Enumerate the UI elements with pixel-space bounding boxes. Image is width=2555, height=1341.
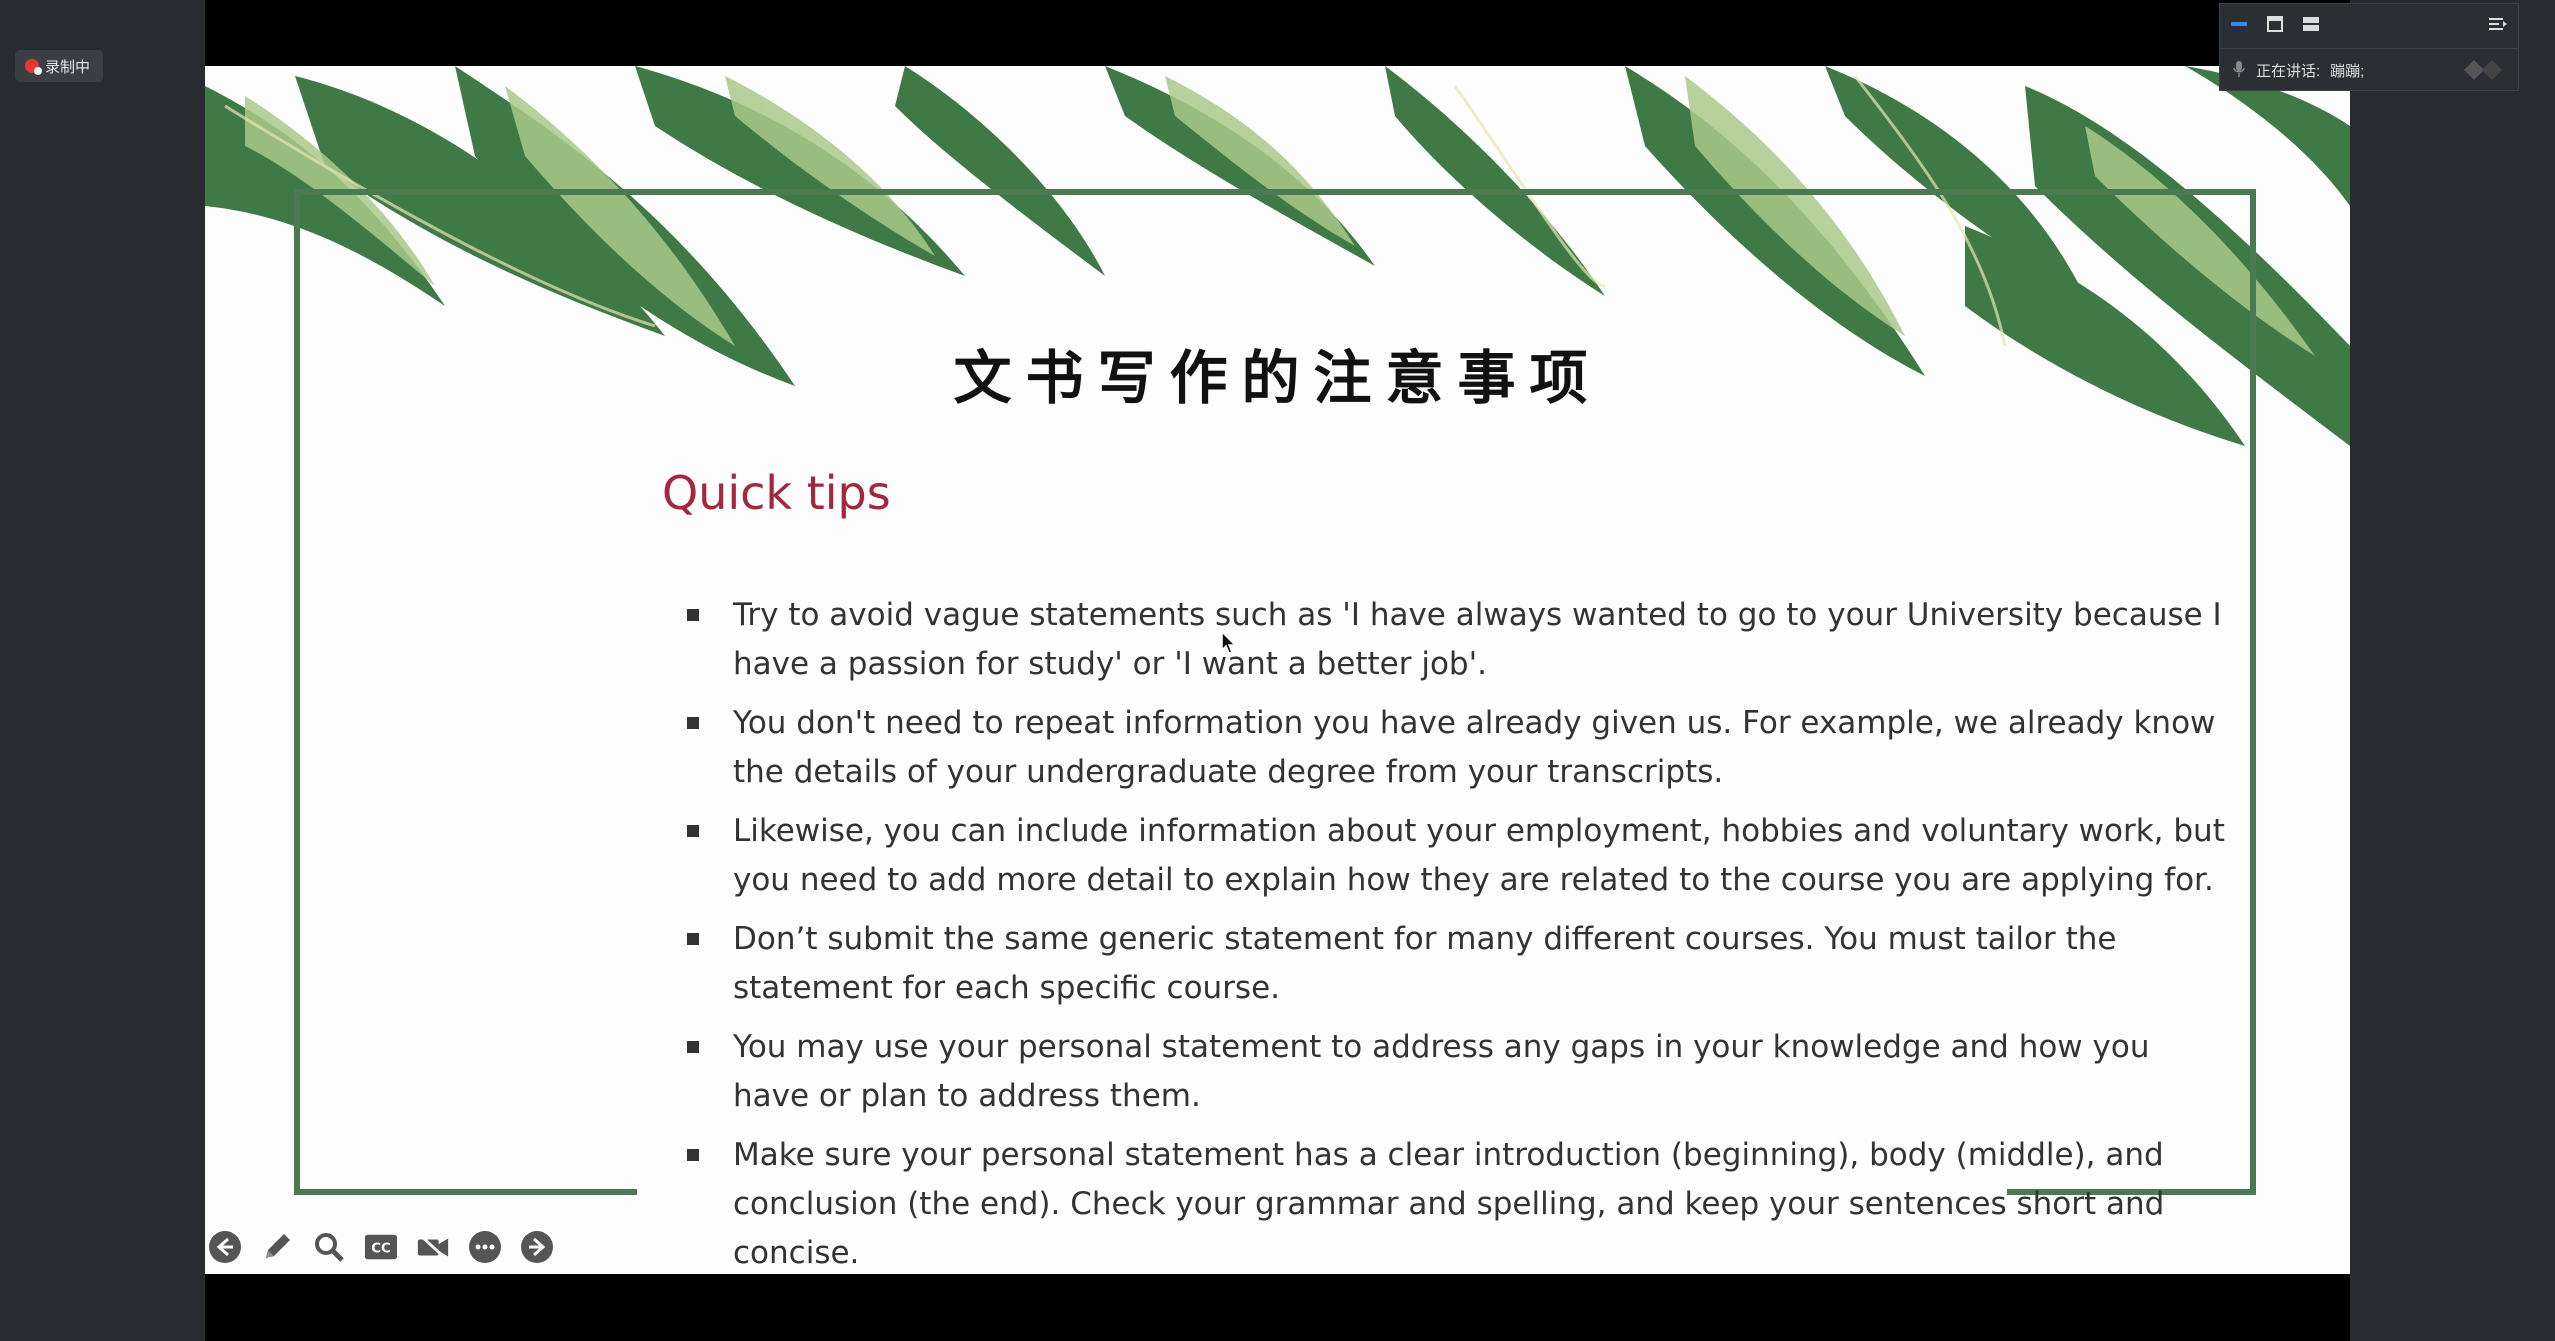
view-switcher [2220, 4, 2518, 49]
bullet-icon [687, 1041, 699, 1053]
minimize-icon[interactable] [2230, 15, 2248, 38]
bullet-icon [687, 825, 699, 837]
arrow-left-icon[interactable] [208, 1230, 242, 1264]
video-off-icon[interactable] [416, 1230, 450, 1264]
speaker-panel: 正在讲话: 蹦蹦; [2219, 3, 2519, 91]
record-icon [25, 59, 42, 75]
speaker-name: 蹦蹦; [2330, 63, 2365, 80]
signal-icon [2462, 58, 2506, 84]
more-icon[interactable] [468, 1230, 502, 1264]
cc-icon[interactable]: CC [364, 1230, 398, 1264]
tips-heading: Quick tips [662, 466, 891, 520]
presentation-slide: 文书写作的注意事项 Quick tips Try to avoid vague … [205, 66, 2350, 1274]
presenter-toolbar: CC [208, 1230, 554, 1264]
bullet-icon [687, 1149, 699, 1161]
recording-label: 录制中 [45, 58, 91, 76]
speaking-label: 正在讲话: [2256, 63, 2321, 80]
bullet-icon [687, 609, 699, 621]
svg-text:CC: CC [371, 1242, 390, 1257]
microphone-icon [2232, 60, 2246, 82]
arrow-right-icon[interactable] [520, 1230, 554, 1264]
pen-icon[interactable] [260, 1230, 294, 1264]
list-item: Make sure your personal statement has a … [675, 1131, 2225, 1274]
tips-list: Try to avoid vague statements such as 'I… [675, 591, 2225, 1274]
list-item: Try to avoid vague statements such as 'I… [675, 591, 2225, 689]
list-view-icon[interactable] [2302, 15, 2320, 38]
list-item: You may use your personal statement to a… [675, 1023, 2225, 1121]
list-item: Don’t submit the same generic statement … [675, 915, 2225, 1013]
palm-leaves-decoration [205, 66, 2350, 446]
panel-menu-icon[interactable] [2488, 15, 2508, 38]
mouse-cursor-icon [1221, 631, 1237, 654]
list-item: You don't need to repeat information you… [675, 699, 2225, 797]
window-icon[interactable] [2266, 15, 2284, 38]
recording-badge[interactable]: 录制中 [15, 50, 103, 82]
slide-title: 文书写作的注意事项 [953, 344, 1602, 412]
magnifier-icon[interactable] [312, 1230, 346, 1264]
bullet-icon [687, 933, 699, 945]
speaking-indicator: 正在讲话: 蹦蹦; [2220, 49, 2518, 92]
list-item: Likewise, you can include information ab… [675, 807, 2225, 905]
bullet-icon [687, 717, 699, 729]
